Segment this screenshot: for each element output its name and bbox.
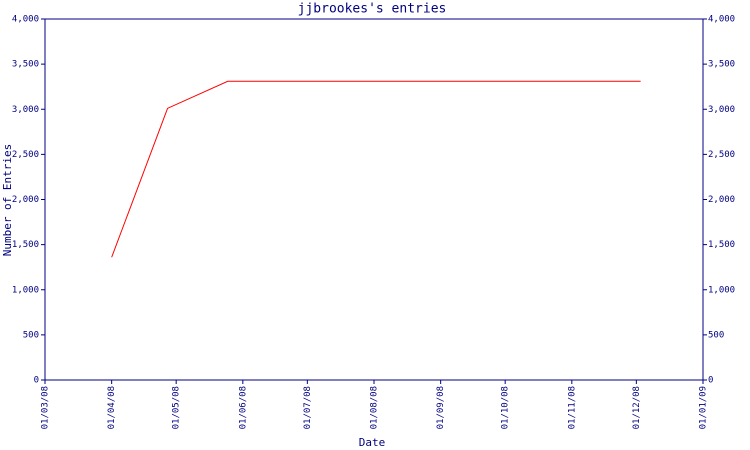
y-tick-label: 0 [34,376,39,386]
y-axis-title: Number of Entries [1,144,14,257]
y-tick-label: 1,000 [12,285,39,295]
data-line [111,80,641,258]
y2-tick-label: 4,000 [708,15,735,25]
y-tick-label: 500 [23,330,39,340]
y-tick-label: 3,500 [12,60,39,70]
y2-tick-label: 1,000 [708,285,735,295]
x-tick-label: 01/06/08 [238,386,248,429]
chart-title: jjbrookes's entries [298,2,447,17]
x-tick-label: 01/01/09 [699,386,709,429]
y-tick-label: 1,500 [12,240,39,250]
plot-frame [44,18,704,381]
x-tick-label: 01/03/08 [41,386,51,429]
y2-tick-label: 1,500 [708,240,735,250]
x-axis-title: Date [359,436,386,449]
x-tick-label: 01/11/08 [567,386,577,429]
y2-tick-label: 2,000 [708,195,735,205]
y2-tick-label: 3,500 [708,60,735,70]
x-tick-label: 01/07/08 [303,386,313,429]
x-tick-label: 01/04/08 [107,386,117,429]
x-tick-label: 01/08/08 [370,386,380,429]
x-tick-label: 01/09/08 [436,386,446,429]
x-tick-label: 01/05/08 [172,386,182,429]
y-tick-label: 2,000 [12,195,39,205]
y2-tick-label: 2,500 [708,150,735,160]
y2-tick-label: 500 [708,330,724,340]
y-tick-label: 4,000 [12,15,39,25]
y2-tick-label: 0 [708,376,713,386]
y2-tick-label: 3,000 [708,105,735,115]
y-tick-label: 3,000 [12,105,39,115]
x-tick-label: 01/12/08 [632,386,642,429]
y-tick-label: 2,500 [12,150,39,160]
x-tick-label: 01/10/08 [501,386,511,429]
